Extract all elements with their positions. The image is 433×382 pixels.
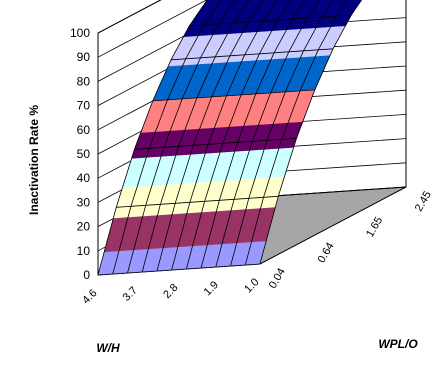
z-tick-label-1: 10: [77, 244, 91, 258]
z-tick-label-7: 70: [77, 99, 91, 113]
depth-axis-title: WPL/O: [378, 337, 418, 351]
x-tick-label-4: 1.0: [242, 276, 261, 295]
x-tick-label-2: 2.8: [161, 282, 180, 301]
z-tick-label-8: 80: [77, 74, 91, 88]
z-tick-label-9: 90: [77, 50, 91, 64]
z-tick-label-3: 30: [77, 195, 91, 209]
depth-tick-label-3: 2.45: [413, 189, 433, 214]
x-tick-label-0: 4.6: [80, 287, 99, 306]
z-tick-label-6: 60: [77, 123, 91, 137]
depth-tick-label-2: 1.65: [364, 215, 385, 240]
z-tick-label-10: 100: [70, 26, 90, 40]
x-tick-label-3: 1.9: [202, 279, 221, 298]
z-tick-label-4: 40: [77, 171, 91, 185]
depth-tick-label-0: 0.04: [267, 266, 288, 291]
z-tick-label-2: 20: [77, 220, 91, 234]
x-axis-title: W/H: [96, 341, 120, 355]
z-tick-label-0: 0: [83, 268, 90, 282]
depth-tick-label-1: 0.64: [316, 241, 337, 266]
y-axis-title: Inactivation Rate %: [27, 105, 41, 215]
z-tick-label-5: 50: [77, 147, 91, 161]
x-tick-label-1: 3.7: [121, 284, 140, 303]
